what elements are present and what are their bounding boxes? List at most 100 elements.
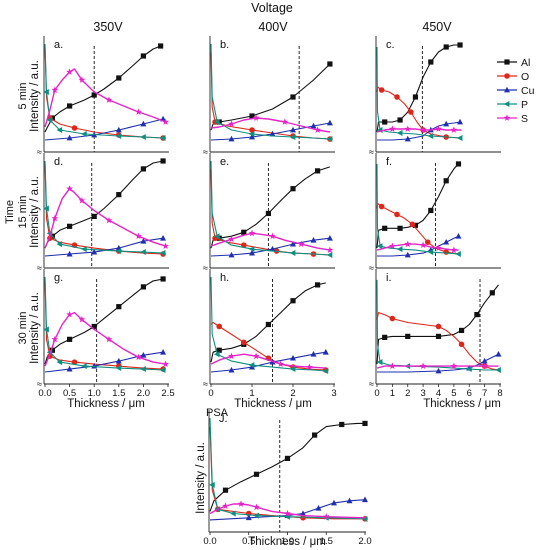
data-point-al [249,113,255,119]
data-point-cu [315,505,322,511]
data-point-p [43,89,49,95]
series-line-p [44,276,164,371]
data-point-cu [66,134,73,141]
data-point-s [105,96,113,103]
data-point-al [160,276,166,282]
data-point-s [404,125,412,132]
series-line-s [210,232,331,251]
data-point-al [67,223,73,229]
data-point-s [419,126,427,133]
panel-g-350v-30-min: ≈ g. 0.0 0.5 1.0 1.5 2.0 2.5 [37,269,175,399]
data-point-p [466,366,472,373]
data-point-s [389,242,396,249]
legend-label-s: S [521,113,528,125]
data-point-cu [115,126,122,133]
column-header-450v: 450V [422,20,452,34]
data-point-cu [326,235,333,241]
panel-f-450v-15-min: ≈ f. [369,153,501,273]
series-line-cu [209,499,366,521]
data-point-o [378,203,385,210]
data-point-p [289,250,296,257]
data-point-cu [160,349,167,355]
panels: ≈a.≈b.≈c.≈d.≈e.≈f.≈g.0.0 0.5 1.0 1.5 2.0 2.5≈… [37,36,503,547]
x-tick-label: 5 [451,388,456,399]
data-point-o [216,323,222,330]
panel-label: h. [220,272,229,284]
axis-break-mark: ≈ [203,379,208,389]
legend-marker-cu [504,86,510,93]
legend-label-cu: Cu [521,85,535,97]
series-line-al [44,160,164,249]
data-point-al [290,298,296,304]
x-axis-title-400v: Thickness / μm [234,398,312,410]
panel-a-350v-5-min: ≈ a. [37,36,169,157]
data-point-s [228,120,235,127]
data-point-s [66,185,73,192]
data-point-al [91,92,97,98]
axis-break-mark: ≈ [369,379,374,389]
y-axis-title-row3: Intensity / a.u. [29,292,41,364]
series-line-p [44,43,164,139]
data-point-cu [457,118,464,125]
data-point-p [115,365,122,372]
data-point-cu [362,496,368,503]
data-point-cu [160,235,167,241]
data-point-s [297,240,305,248]
data-point-s [78,197,86,204]
data-point-o [241,339,247,346]
data-point-s [66,68,73,75]
data-point-cu [228,135,235,142]
x-tick-label: 2.5 [161,388,174,399]
data-point-p [43,205,49,212]
data-point-al [265,210,271,217]
data-point-s [404,240,412,248]
data-point-cu [245,514,252,521]
data-point-cu [481,357,488,364]
x-axis-title-450v: Thickness / μm [423,398,501,410]
data-point-s [389,125,396,132]
panel-b-400v-5-min: ≈ b. [203,36,335,157]
x-tick-label: 0.5 [242,536,255,547]
series-line-al [210,63,331,131]
panel-label: i. [386,272,392,284]
data-point-s [306,363,313,370]
series-line-al [209,422,365,512]
data-point-p [427,133,434,139]
y-axis-title-psa: Intensity / a.u. [195,442,207,514]
y-axis-title-row1: Intensity / a.u. [29,60,41,132]
x-tick-label: 1.5 [112,388,125,399]
data-point-o [443,249,449,255]
x-tick-label: 2 [405,388,410,399]
data-point-al [397,117,403,123]
time-axis-title: Time [4,200,16,224]
legend-marker-o [504,73,510,79]
series-line-s [44,187,166,249]
data-point-cu [404,135,411,142]
data-point-s [248,229,256,237]
data-point-cu [455,233,462,239]
data-point-o [424,239,431,245]
axis-break-mark: ≈ [37,379,42,389]
data-point-al [382,225,388,231]
data-point-cu [249,133,255,140]
data-point-o [409,221,416,228]
axis-break-mark: ≈ [37,263,42,273]
data-point-s [450,126,458,133]
x-tick-label: 0 [208,388,213,399]
data-point-o [241,242,247,248]
panel-label: J. [219,413,228,425]
data-point-al [428,59,434,65]
data-point-cu [310,351,317,357]
row-label-30min: 30 min [17,311,29,344]
data-point-cu [310,236,317,243]
data-point-al [116,304,122,310]
data-point-p [289,134,296,140]
data-point-al [290,94,296,100]
data-point-s [228,235,235,243]
x-axis-title-psa: Thickness / μm [248,536,326,548]
data-point-p [115,133,122,139]
data-point-s [51,86,59,93]
data-point-o [71,125,78,131]
data-point-o [249,127,255,133]
